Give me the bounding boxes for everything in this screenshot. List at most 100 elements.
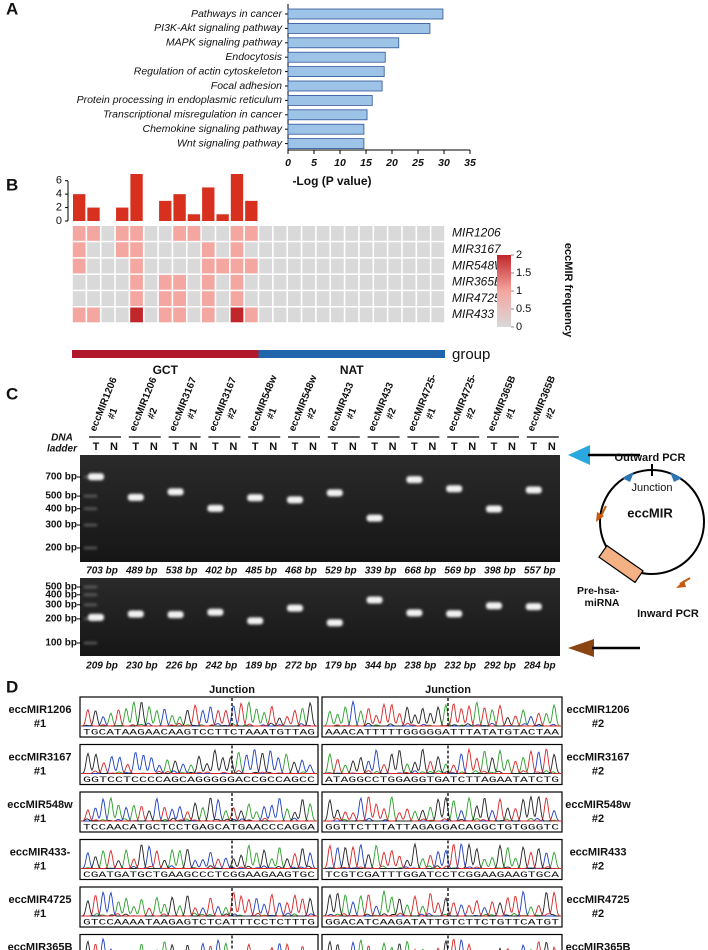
sample-sub: #2 xyxy=(544,406,559,421)
trace xyxy=(81,849,317,869)
heatmap-cell xyxy=(173,258,186,274)
heatmap-cell xyxy=(187,258,201,274)
sample-sub: #2 xyxy=(592,813,604,825)
band-size-label: 344 bp xyxy=(365,661,397,672)
bar xyxy=(287,66,385,77)
heatmap-cell xyxy=(72,291,86,306)
lane-label: N xyxy=(150,441,158,453)
ladder-band xyxy=(84,494,97,498)
heatmap-cell xyxy=(230,242,244,258)
heatmap-cell xyxy=(287,307,301,323)
trace xyxy=(81,806,317,822)
sequence: GTCCAAAATAAGAGTCTCATTTCCTCTTTG xyxy=(83,917,315,927)
heatmap-cell xyxy=(259,258,273,274)
heatmap-cell xyxy=(287,291,301,306)
sample-sub: #2 xyxy=(592,765,604,777)
category-label: Endocytosis xyxy=(225,51,282,63)
ladder-label: 200 bp xyxy=(45,614,77,625)
sample-name: eccMIR548w xyxy=(565,799,631,811)
sample-name: eccMIR548w xyxy=(7,799,73,811)
heatmap-cell xyxy=(158,274,172,290)
lane-label: T xyxy=(491,441,498,453)
lane-label: N xyxy=(428,441,436,453)
heatmap-cell xyxy=(359,226,373,241)
diagram-label: miRNA xyxy=(584,597,619,609)
chromatogram-box xyxy=(79,838,319,881)
heatmap-cell xyxy=(187,307,201,323)
heatmap-cell xyxy=(187,242,201,258)
heatmap-cell xyxy=(187,274,201,290)
band xyxy=(446,610,463,618)
heatmap-cell xyxy=(273,242,287,258)
band xyxy=(366,596,383,604)
heatmap-cell xyxy=(87,258,100,274)
heatmap-cell xyxy=(388,274,402,290)
heatmap-cell xyxy=(87,307,100,323)
trace xyxy=(323,796,561,822)
heatmap-cell xyxy=(287,258,301,274)
primer xyxy=(596,512,604,522)
lane-label: N xyxy=(389,441,397,453)
sample-sub: #1 xyxy=(34,813,46,825)
heatmap-cell xyxy=(302,242,316,258)
sample-header: eccMIR365B#1 xyxy=(486,374,518,433)
trace xyxy=(81,701,318,727)
band xyxy=(326,619,343,627)
heatmap-cell xyxy=(431,307,445,323)
bar xyxy=(287,123,365,135)
sequence: CGATGATGCTGAAGCCCTCGGAAGAAGTGC xyxy=(83,870,315,880)
heatmap-cell xyxy=(201,274,215,290)
heatmap-cell xyxy=(374,242,387,258)
band xyxy=(247,494,264,502)
band xyxy=(207,608,224,616)
heatmap-cell xyxy=(417,226,430,241)
x-tick-label: 35 xyxy=(464,157,476,169)
heatmap-cell xyxy=(115,242,129,258)
heatmap-cell xyxy=(402,274,416,290)
x-tick-label: 20 xyxy=(385,157,398,169)
heatmap-cell xyxy=(115,274,129,290)
arrow xyxy=(568,445,590,465)
category-label: Regulation of actin cytoskeleton xyxy=(134,65,282,77)
column-total-bar xyxy=(216,214,229,221)
chromatogram-box xyxy=(321,696,563,738)
heatmap-cell xyxy=(388,307,402,323)
sequence: TCGTCGATTTGGATCCTCGGAAGAAGTGCA xyxy=(325,870,560,880)
sequence: TGCATAAGAACAAGTCCTTCTAAATGTTAG xyxy=(83,727,315,737)
lane-label: N xyxy=(190,441,198,453)
sample-name: eccMIR4725 xyxy=(9,894,72,906)
trace xyxy=(322,843,561,869)
sample-header: eccMIR548w#1 xyxy=(247,374,280,433)
sample-name: eccMIR1206 xyxy=(88,375,120,433)
ladder-band xyxy=(84,507,97,511)
band xyxy=(167,488,184,496)
heatmap-cell xyxy=(72,258,86,274)
sample-name: eccMIR3167 xyxy=(207,375,239,433)
band-size-label: 557 bp xyxy=(524,566,556,577)
heatmap-cell xyxy=(87,226,100,241)
heatmap-cell xyxy=(431,274,445,290)
heatmap-cell xyxy=(115,226,129,241)
heatmap-cell xyxy=(417,274,430,290)
heatmap-cell xyxy=(345,226,359,241)
panel-label: D xyxy=(6,677,18,696)
sample-name: eccMIR433 xyxy=(327,381,357,433)
sample-sub: #2 xyxy=(464,406,479,421)
sequence: GGACATCAAGATATTGTCTTCTGTTCATGT xyxy=(325,917,559,927)
heatmap-cell xyxy=(144,226,158,241)
column-total-bar xyxy=(173,194,186,221)
sample-name: eccMIR1206 xyxy=(128,375,160,433)
heatmap-cell xyxy=(273,274,287,290)
heatmap-cell xyxy=(201,226,215,241)
heatmap-cell xyxy=(287,274,301,290)
colorbar xyxy=(497,255,511,327)
heatmap-cell xyxy=(72,274,86,290)
heatmap-cell xyxy=(374,274,387,290)
sample-name: eccMIR365B xyxy=(8,941,73,950)
band xyxy=(486,505,502,513)
heatmap-cell xyxy=(101,258,115,274)
heatmap-cell xyxy=(216,242,230,258)
band xyxy=(127,610,144,618)
x-tick-label: 10 xyxy=(334,157,346,169)
ladder-label: 400 bp xyxy=(45,503,77,514)
